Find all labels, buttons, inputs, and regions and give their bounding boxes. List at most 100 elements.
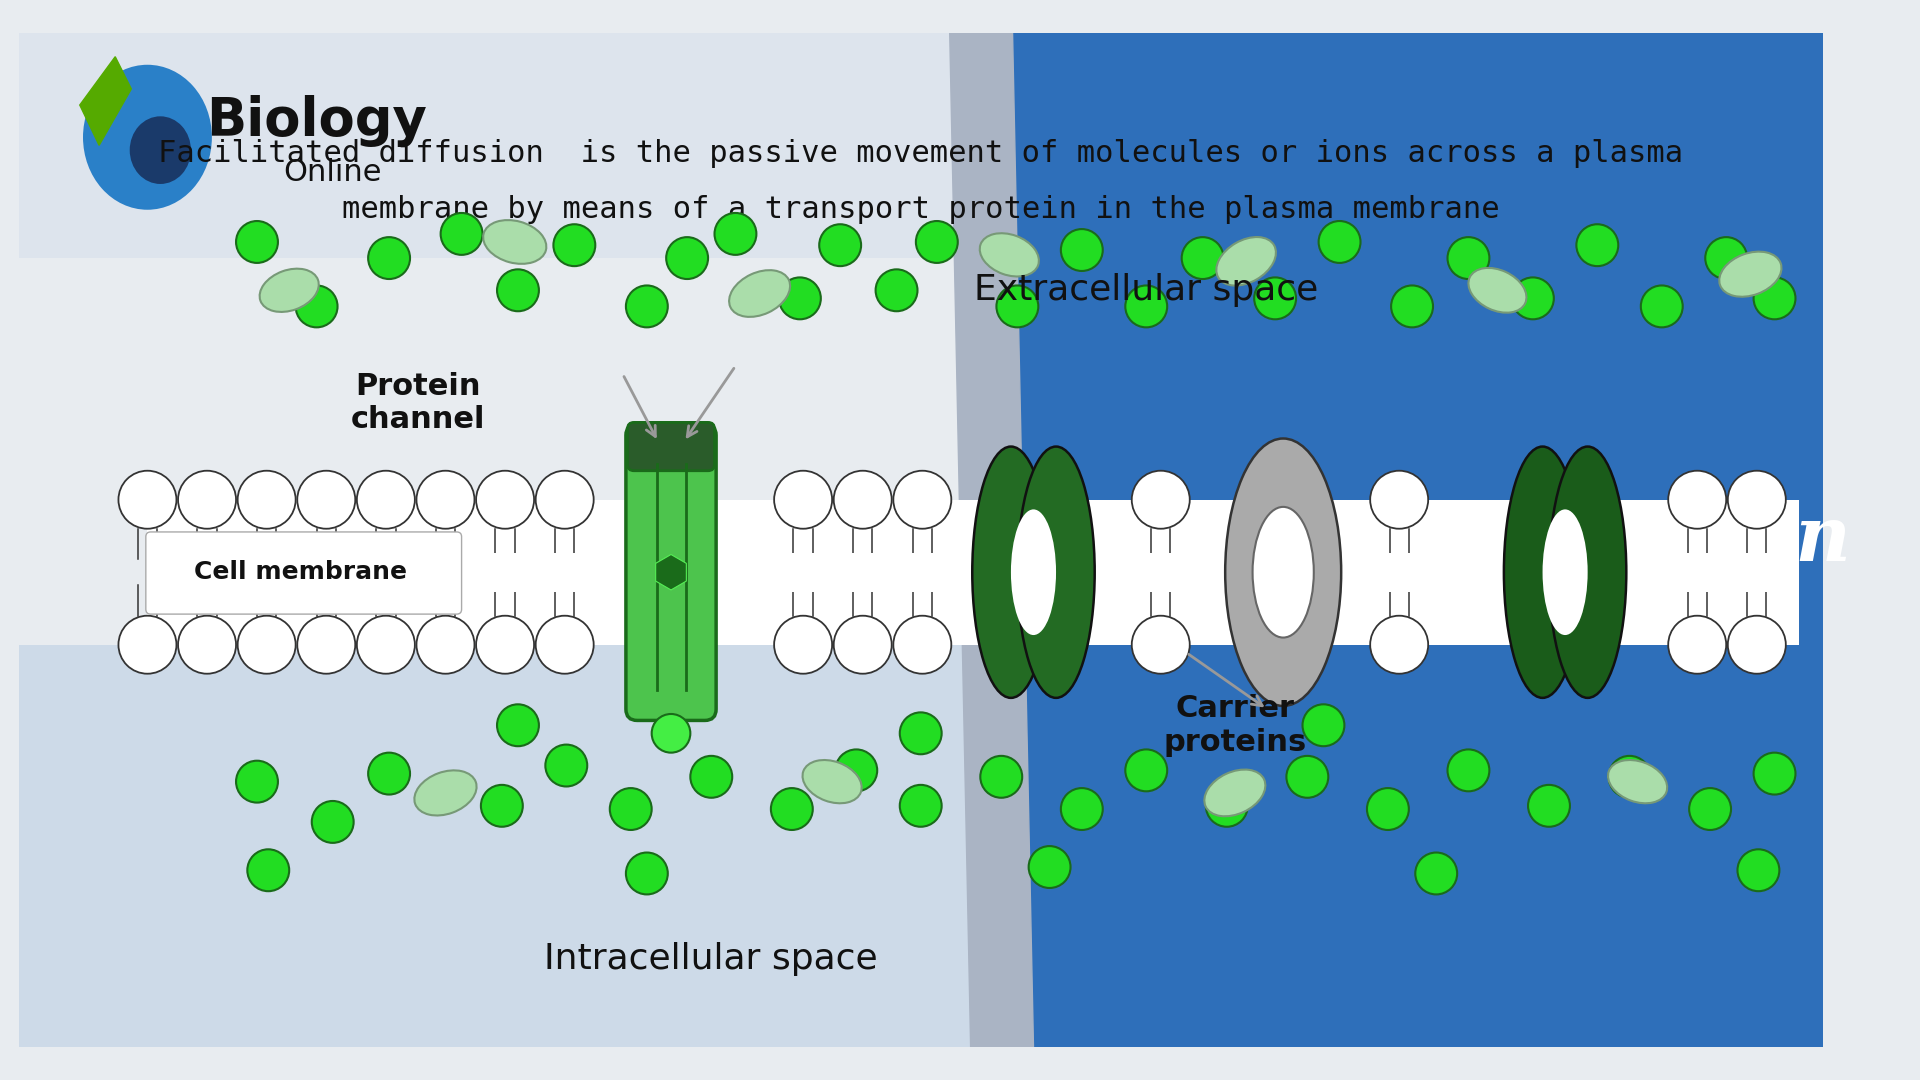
Ellipse shape: [1542, 510, 1588, 635]
Circle shape: [1528, 785, 1571, 827]
Circle shape: [1371, 616, 1428, 674]
Circle shape: [179, 616, 236, 674]
Circle shape: [1131, 616, 1190, 674]
Circle shape: [236, 221, 278, 262]
Circle shape: [996, 285, 1039, 327]
Ellipse shape: [1469, 268, 1526, 313]
Circle shape: [440, 213, 482, 255]
Circle shape: [179, 471, 236, 529]
Circle shape: [981, 756, 1021, 798]
Circle shape: [1181, 238, 1223, 279]
Circle shape: [536, 616, 593, 674]
Circle shape: [1062, 788, 1102, 829]
Ellipse shape: [1549, 446, 1626, 698]
Text: Online: Online: [284, 158, 382, 187]
Circle shape: [298, 471, 355, 529]
Ellipse shape: [259, 269, 319, 312]
Circle shape: [1448, 238, 1490, 279]
Circle shape: [651, 714, 691, 753]
Circle shape: [1668, 471, 1726, 529]
Ellipse shape: [1225, 438, 1342, 706]
Circle shape: [626, 852, 668, 894]
Circle shape: [1302, 704, 1344, 746]
Circle shape: [1319, 221, 1361, 262]
Circle shape: [296, 285, 338, 327]
Circle shape: [1738, 849, 1780, 891]
Circle shape: [1392, 285, 1432, 327]
Circle shape: [876, 269, 918, 311]
Text: Facilitated diffusion  is the passive movement of molecules or ions across a pla: Facilitated diffusion is the passive mov…: [157, 139, 1684, 167]
Circle shape: [691, 756, 732, 798]
Circle shape: [835, 750, 877, 792]
Circle shape: [1062, 229, 1102, 271]
Ellipse shape: [1609, 760, 1667, 804]
Circle shape: [833, 616, 891, 674]
Text: Intracellular space: Intracellular space: [545, 942, 877, 976]
Circle shape: [626, 285, 668, 327]
Circle shape: [236, 760, 278, 802]
Circle shape: [833, 471, 891, 529]
Text: Extracellular space: Extracellular space: [973, 273, 1319, 308]
Circle shape: [1367, 788, 1409, 829]
Circle shape: [248, 849, 290, 891]
Ellipse shape: [83, 65, 211, 210]
Circle shape: [1728, 616, 1786, 674]
Circle shape: [772, 788, 812, 829]
Circle shape: [1690, 788, 1732, 829]
Polygon shape: [950, 32, 1033, 1048]
Circle shape: [1286, 756, 1329, 798]
Bar: [1542, 529, 1588, 616]
Bar: [19, 32, 1822, 500]
Circle shape: [611, 788, 651, 829]
Ellipse shape: [131, 117, 190, 184]
Circle shape: [119, 471, 177, 529]
Circle shape: [1728, 471, 1786, 529]
Circle shape: [1029, 846, 1071, 888]
Circle shape: [774, 471, 831, 529]
Circle shape: [369, 753, 411, 795]
Ellipse shape: [803, 760, 862, 804]
Circle shape: [497, 269, 540, 311]
Circle shape: [900, 713, 941, 754]
Circle shape: [480, 785, 522, 827]
Text: Carrier
proteins: Carrier proteins: [1164, 694, 1306, 757]
Circle shape: [417, 471, 474, 529]
Circle shape: [1448, 750, 1490, 792]
Circle shape: [893, 471, 950, 529]
Circle shape: [1206, 785, 1248, 827]
Circle shape: [893, 616, 950, 674]
Circle shape: [820, 225, 860, 266]
Circle shape: [311, 801, 353, 842]
Circle shape: [417, 616, 474, 674]
Bar: [19, 645, 1822, 1048]
Circle shape: [238, 471, 296, 529]
Circle shape: [545, 744, 588, 786]
FancyBboxPatch shape: [628, 422, 714, 471]
Ellipse shape: [1252, 507, 1313, 637]
Ellipse shape: [1018, 446, 1094, 698]
FancyBboxPatch shape: [626, 424, 716, 720]
Circle shape: [497, 704, 540, 746]
Polygon shape: [655, 554, 685, 590]
Bar: [1012, 529, 1056, 616]
Circle shape: [1753, 753, 1795, 795]
Circle shape: [1576, 225, 1619, 266]
Circle shape: [553, 225, 595, 266]
Bar: [19, 32, 1822, 258]
Bar: [148, 553, 1799, 592]
Text: membrane by means of a transport protein in the plasma membrane: membrane by means of a transport protein…: [342, 195, 1500, 225]
Circle shape: [1705, 238, 1747, 279]
Ellipse shape: [1012, 510, 1056, 635]
Text: Cell membrane: Cell membrane: [194, 561, 407, 584]
Circle shape: [714, 213, 756, 255]
Circle shape: [900, 785, 941, 827]
Circle shape: [916, 221, 958, 262]
Ellipse shape: [1204, 770, 1265, 816]
Circle shape: [1415, 852, 1457, 894]
Circle shape: [357, 471, 415, 529]
Ellipse shape: [730, 270, 791, 316]
Circle shape: [1371, 471, 1428, 529]
Ellipse shape: [1217, 237, 1277, 285]
Circle shape: [1254, 278, 1296, 320]
FancyBboxPatch shape: [146, 532, 461, 615]
